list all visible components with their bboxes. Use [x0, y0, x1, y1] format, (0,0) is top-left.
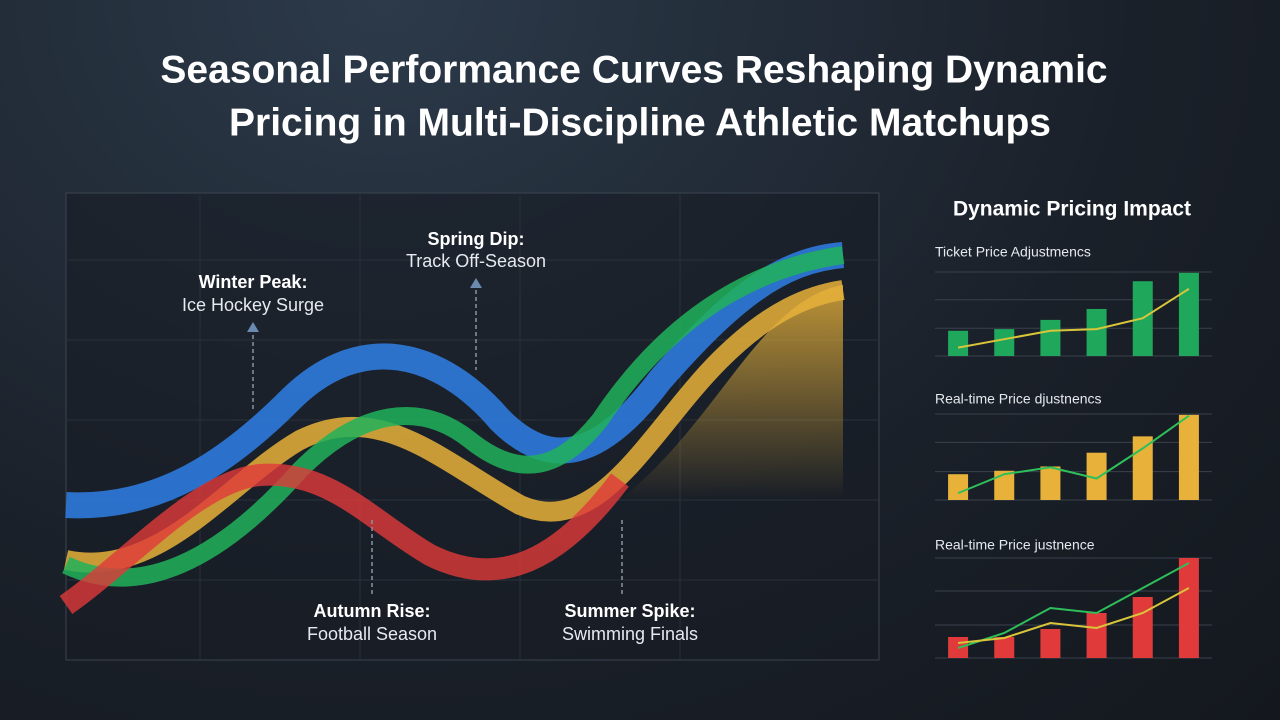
bar: [1178, 272, 1199, 356]
bar: [1132, 436, 1153, 500]
line: [957, 414, 1190, 495]
bar: [948, 474, 969, 500]
annotation-heading: Summer Spike:: [564, 601, 695, 621]
bar: [1086, 452, 1107, 500]
annotation-heading: Autumn Rise:: [314, 601, 431, 621]
bar: [1040, 466, 1061, 500]
annotation-text: Track Off-Season: [406, 251, 546, 271]
annotation-arrows: [247, 278, 482, 332]
curve-blue: [65, 242, 845, 519]
side-panel-title: Dynamic Pricing Impact: [953, 198, 1191, 221]
bar: [948, 330, 969, 356]
bar: [1040, 629, 1061, 658]
annotation-leaders: [252, 290, 623, 595]
chart-title: Ticket Price Adjustmencs: [935, 244, 1091, 260]
title-line: Seasonal Performance Curves Reshaping Dy…: [160, 48, 1107, 91]
bar: [1178, 558, 1199, 658]
bar: [994, 637, 1015, 658]
curve-red: [59, 463, 629, 614]
line: [957, 562, 1190, 649]
annotation-text: Ice Hockey Surge: [182, 295, 324, 315]
annotation-text: Football Season: [307, 624, 437, 644]
chart-title: Real-time Price justnence: [935, 537, 1095, 553]
annotation-heading: Winter Peak:: [199, 272, 308, 292]
title-line: Pricing in Multi-Discipline Athletic Mat…: [229, 101, 1051, 144]
bar: [994, 329, 1015, 356]
annotation-text: Swimming Finals: [562, 624, 698, 644]
area-glow: [620, 285, 843, 500]
line: [957, 287, 1190, 349]
main-panel: Winter Peak: Ice Hockey Surge Spring Dip…: [59, 192, 880, 661]
bar: [1040, 319, 1061, 356]
curve-green: [62, 246, 845, 587]
annotation-heading: Spring Dip:: [428, 229, 525, 249]
line: [957, 587, 1190, 644]
curve-gold: [63, 280, 845, 573]
bar: [1132, 597, 1153, 658]
bar: [994, 470, 1015, 500]
bar: [1086, 613, 1107, 658]
bar: [1086, 308, 1107, 356]
chart-title: Real-time Price djustnencs: [935, 391, 1102, 407]
bar: [1178, 414, 1199, 500]
